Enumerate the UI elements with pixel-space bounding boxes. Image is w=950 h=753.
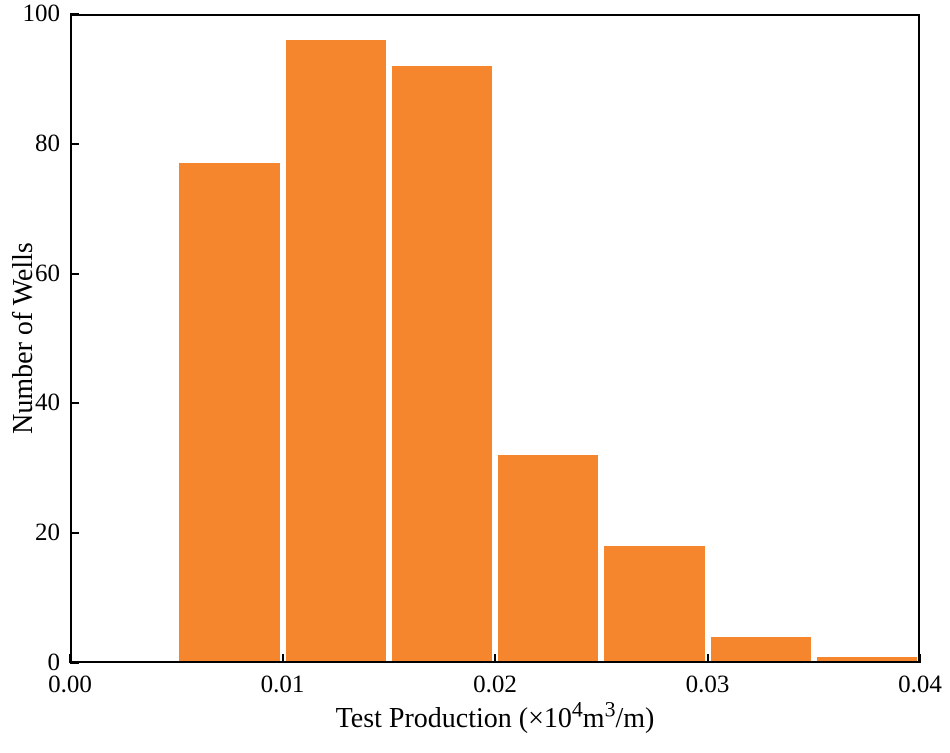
y-tick-mark [70, 532, 79, 535]
x-axis-label-mid: m [582, 703, 605, 734]
y-tick-mark [70, 402, 79, 405]
x-tick-mark [494, 654, 496, 663]
x-tick-mark [706, 654, 709, 663]
x-axis-tick-label: 0.02 [473, 671, 517, 698]
y-axis-tick-label: 60 [35, 259, 60, 287]
y-axis-tick-label: 100 [22, 0, 61, 27]
histogram-bar [498, 455, 599, 663]
histogram-bar [285, 39, 386, 663]
x-axis-label-prefix: Test Production (×10 [335, 703, 572, 734]
y-tick-mark [70, 13, 79, 15]
x-tick-mark [919, 654, 921, 663]
x-axis-label: Test Production (×104m3/m) [335, 699, 655, 735]
x-axis-tick-label: 0.01 [260, 671, 305, 698]
x-axis-label-exponent2: 3 [604, 697, 616, 722]
histogram-bar [816, 656, 917, 663]
y-axis-tick-label: 20 [35, 519, 60, 547]
histogram-bar [710, 637, 811, 663]
plot-area [69, 13, 921, 664]
y-tick-mark [70, 142, 79, 145]
histogram-bar [391, 65, 492, 663]
y-axis-tick-label: 40 [35, 389, 60, 417]
histogram-bar [179, 163, 280, 663]
histogram-bar [604, 546, 705, 663]
y-tick-mark [70, 272, 79, 275]
y-axis-tick-label: 80 [35, 129, 60, 157]
x-axis-label-exponent: 4 [571, 697, 583, 722]
y-tick-mark [70, 662, 79, 664]
x-axis-label-suffix: /m) [615, 703, 655, 734]
x-axis-tick-label: 0.03 [685, 671, 730, 698]
x-axis-tick-label: 0.04 [898, 671, 942, 698]
y-axis-tick-label: 0 [47, 649, 61, 676]
x-tick-mark [281, 654, 284, 663]
x-axis-tick-label: 0.00 [48, 671, 92, 698]
